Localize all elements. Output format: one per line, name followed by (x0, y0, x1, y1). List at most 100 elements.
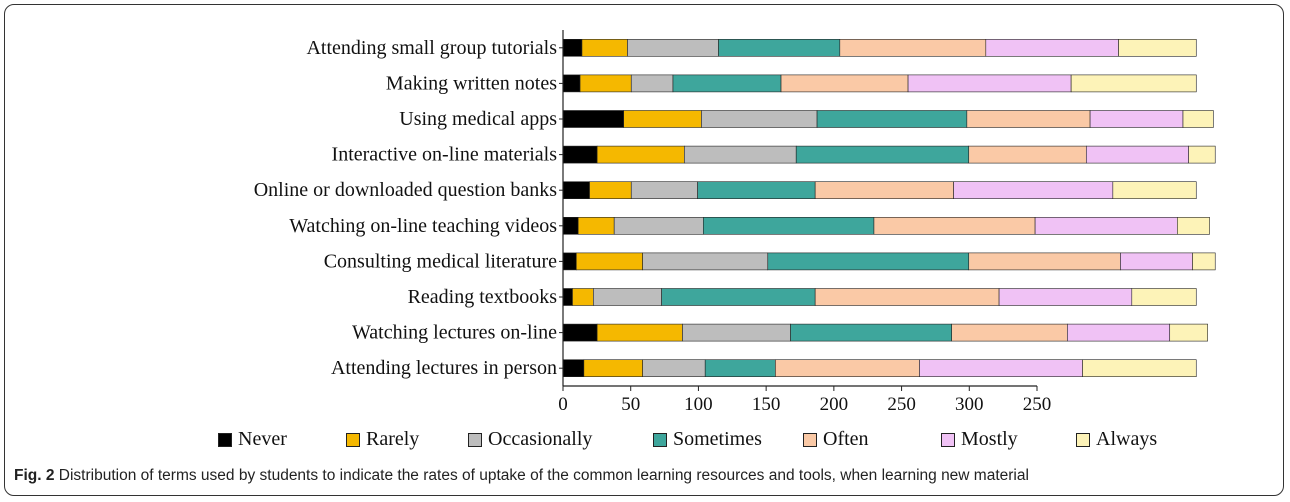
figure-label: Fig. 2 (14, 467, 55, 484)
bar-segment (953, 181, 1114, 199)
legend-label: Never (238, 428, 287, 450)
bar-segment (661, 288, 816, 306)
bar-segment (589, 181, 632, 199)
category-label: Interactive on-line materials (332, 144, 558, 166)
bar-segment (630, 181, 698, 199)
category-label: Attending small group tutorials (306, 37, 557, 59)
bar-segment (1131, 288, 1197, 306)
x-tick-label: 250 (1023, 394, 1052, 415)
x-tick-label: 0 (558, 394, 568, 415)
bar-segment (562, 323, 598, 342)
category-label: Watching lectures on-line (352, 322, 557, 344)
bar-segment (583, 359, 643, 378)
bar-segment (1086, 145, 1189, 164)
legend-swatch (941, 432, 955, 447)
bar-segment (780, 74, 909, 93)
bar-segment (596, 323, 683, 342)
category-label: Consulting medical literature (324, 250, 557, 272)
legend-item: Never (218, 428, 287, 451)
bar-segment (562, 110, 624, 128)
bar-segment (562, 38, 583, 57)
bar-segment (814, 288, 1000, 306)
bar-segment (1188, 145, 1216, 164)
bar-segment (581, 38, 628, 57)
legend-item: Often (803, 428, 869, 451)
category-label: Reading textbooks (408, 286, 558, 308)
bar-segment (1082, 359, 1197, 378)
bar-segment (790, 323, 952, 342)
bar-segment (596, 145, 685, 164)
category-label: Making written notes (386, 72, 557, 94)
legend-label: Often (823, 428, 869, 450)
bar-segment (562, 217, 579, 235)
legend-label: Mostly (961, 428, 1018, 450)
bar-segment (562, 359, 585, 378)
bar-segment (1192, 252, 1216, 271)
bar-segment (985, 38, 1119, 57)
bar-segment (577, 217, 615, 235)
legend-item: Occasionally (468, 428, 592, 451)
bar-segment (575, 252, 643, 271)
stacked-bar-chart: Attending small group tutorials Making wr… (254, 30, 1216, 415)
bar-segment (718, 38, 841, 57)
bar-segment (562, 181, 590, 199)
bar-segment (630, 74, 674, 93)
legend-label: Sometimes (673, 428, 762, 450)
legend-swatch (803, 432, 817, 447)
bar-segment (1118, 38, 1197, 57)
bar-segment (562, 288, 573, 306)
x-tick-label: 200 (820, 394, 849, 415)
bar-segment (1089, 110, 1184, 128)
legend-swatch (653, 432, 667, 447)
legend-item: Mostly (941, 428, 1018, 451)
legend-label: Occasionally (488, 428, 593, 450)
bar-segment (579, 74, 632, 93)
bar-segment (767, 252, 970, 271)
bar-segment (562, 74, 581, 93)
bar-segment (572, 288, 594, 306)
bar-segment (998, 288, 1133, 306)
bar-segment (951, 323, 1068, 342)
x-tick-label: 250 (887, 394, 916, 415)
bar-segment (873, 217, 1036, 235)
bar-segment (562, 252, 577, 271)
x-tick-label: 300 (955, 394, 984, 415)
figure-caption-text: Distribution of terms used by students t… (58, 467, 1029, 484)
x-tick-label: 150 (752, 394, 781, 415)
bar-segment (562, 145, 598, 164)
bar-segment (701, 110, 818, 128)
legend-swatch (468, 432, 482, 447)
category-label: Using medical apps (399, 108, 557, 130)
bar-segment (1120, 252, 1193, 271)
bar-segment (1169, 323, 1208, 342)
bar-segment (907, 74, 1072, 93)
legend-swatch (1076, 432, 1090, 447)
legend-swatch (218, 432, 232, 447)
bar-segment (642, 359, 706, 378)
legend-swatch (346, 432, 360, 447)
x-tick-label: 50 (621, 394, 640, 415)
bar-segment (704, 359, 776, 378)
bar-segment (839, 38, 987, 57)
bar-segment (968, 252, 1121, 271)
legend-item: Always (1076, 428, 1157, 451)
figure-caption: Fig. 2 Distribution of terms used by stu… (14, 467, 1276, 485)
bar-segment (682, 323, 791, 342)
bar-segment (1067, 323, 1171, 342)
bar-segment (1070, 74, 1197, 93)
category-label: Attending lectures in person (331, 357, 557, 379)
bar-segment (672, 74, 782, 93)
bar-segment (795, 145, 970, 164)
bar-segment (814, 181, 954, 199)
x-tick-label: 100 (684, 394, 713, 415)
bar-segment (1182, 110, 1214, 128)
bar-segment (613, 217, 704, 235)
bar-segment (1034, 217, 1178, 235)
legend-item: Rarely (346, 428, 419, 451)
bar-segment (684, 145, 797, 164)
bar-segment (968, 145, 1087, 164)
bar-segment (623, 110, 702, 128)
bar-segment (775, 359, 920, 378)
bar-segment (642, 252, 769, 271)
bar-segment (816, 110, 968, 128)
